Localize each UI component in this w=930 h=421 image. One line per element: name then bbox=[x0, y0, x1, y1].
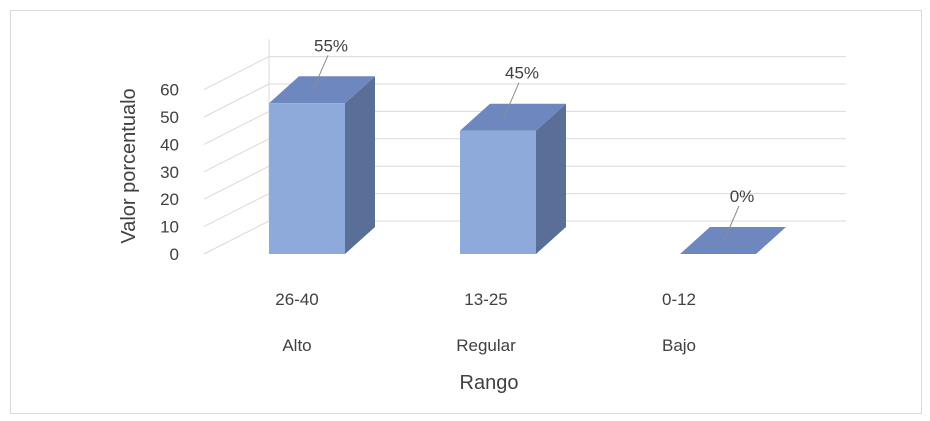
gridline-depth bbox=[203, 138, 270, 173]
bar-flat bbox=[680, 227, 786, 254]
bar-chart-3d: 0 10 20 30 40 50 60 55% 45% 0% 26-40 Alto 13-25 Reg… bbox=[118, 36, 846, 394]
bar-0-12 bbox=[680, 227, 786, 254]
x-tick-label: 13-25 bbox=[464, 290, 507, 309]
x-group-label: Regular bbox=[456, 336, 516, 355]
bar-side bbox=[536, 103, 566, 254]
gridline-depth bbox=[203, 83, 270, 118]
gridline-depth bbox=[203, 110, 270, 145]
y-tick-labels: 0 10 20 30 40 50 60 bbox=[160, 81, 179, 264]
y-tick-label: 20 bbox=[160, 190, 179, 209]
data-labels: 55% 45% 0% bbox=[312, 36, 755, 241]
data-label: 45% bbox=[505, 64, 539, 83]
bar-26-40 bbox=[269, 76, 375, 254]
chart-frame: 0 10 20 30 40 50 60 55% 45% 0% 26-40 Alto 13-25 Reg… bbox=[10, 10, 922, 414]
bar-top bbox=[269, 76, 375, 104]
x-axis-title: Rango bbox=[460, 372, 519, 394]
y-tick-label: 30 bbox=[160, 163, 179, 182]
bar-13-25 bbox=[460, 103, 566, 254]
gridline-depth bbox=[203, 220, 270, 255]
leader-line bbox=[723, 205, 740, 241]
bar-side bbox=[345, 76, 375, 254]
gridline-depth bbox=[203, 165, 270, 200]
bar-top bbox=[460, 103, 566, 131]
y-tick-label: 40 bbox=[160, 135, 179, 154]
y-tick-label: 10 bbox=[160, 218, 179, 237]
gridline-depth bbox=[203, 193, 270, 228]
x-group-label: Bajo bbox=[662, 336, 696, 355]
leader-line bbox=[503, 82, 520, 118]
y-tick-label: 50 bbox=[160, 108, 179, 127]
leader-line bbox=[312, 55, 329, 90]
x-tick-label: 26-40 bbox=[275, 290, 318, 309]
y-tick-label: 0 bbox=[170, 245, 179, 264]
y-tick-label: 60 bbox=[160, 81, 179, 100]
bar-front bbox=[460, 130, 536, 254]
y-axis-title: Valor porcentualo bbox=[118, 88, 140, 243]
bar-front bbox=[269, 103, 345, 254]
category-labels: 26-40 Alto 13-25 Regular 0-12 Bajo bbox=[275, 290, 696, 355]
data-label: 55% bbox=[314, 36, 348, 55]
bars bbox=[269, 76, 786, 254]
x-tick-label: 0-12 bbox=[662, 290, 696, 309]
x-group-label: Alto bbox=[282, 336, 311, 355]
gridline-depth bbox=[203, 56, 270, 91]
data-label: 0% bbox=[730, 187, 755, 206]
